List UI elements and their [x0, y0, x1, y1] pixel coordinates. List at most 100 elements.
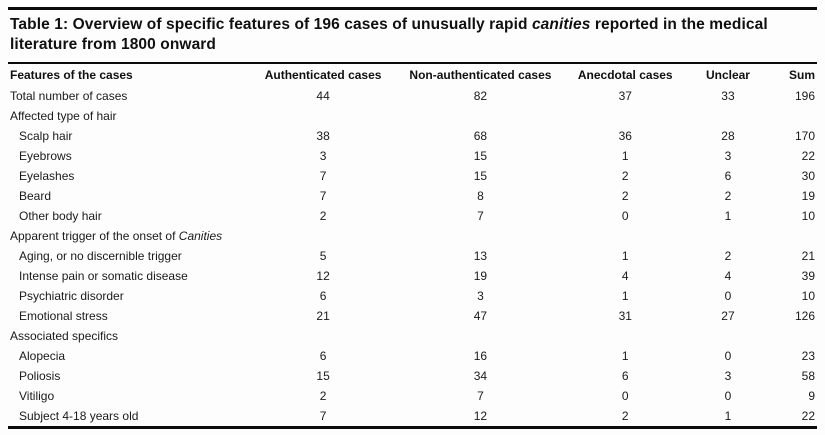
value-cell: 6: [319, 289, 327, 303]
text: Vitiligo: [19, 389, 55, 403]
feature-label: Scalp hair: [8, 126, 248, 146]
value-cell: [398, 226, 563, 246]
table-row: Alopecia 6 16 1 0 23: [8, 346, 817, 366]
value-cell: [688, 326, 769, 346]
value-cell: 3: [477, 289, 484, 303]
value-cell: 1: [621, 249, 629, 263]
value-cell: [768, 226, 817, 246]
value-cell: 37: [618, 89, 632, 103]
section-row: Affected type of hair: [8, 106, 817, 126]
value-cell: 1: [724, 409, 732, 423]
column-header: Sum: [788, 68, 815, 82]
value-cell: 1: [621, 289, 629, 303]
feature-label: Eyebrows: [8, 146, 248, 166]
value-cell: 22: [801, 409, 815, 423]
text: Other body hair: [19, 209, 102, 223]
value-cell: 44: [316, 89, 330, 103]
value-cell: 34: [473, 369, 488, 383]
value-cell: 10: [801, 209, 815, 223]
text: Beard: [19, 189, 52, 203]
table-row: Emotional stress 21 47 31 27 126: [8, 306, 817, 326]
section-row: Apparent trigger of the onset of Canitie…: [8, 226, 817, 246]
value-cell: [398, 106, 563, 126]
table-row: Total number of cases 44 82 37 33 196: [8, 86, 817, 106]
value-cell: 8: [477, 189, 484, 203]
value-cell: 82: [473, 89, 488, 103]
table-row: Scalp hair 38 68 36 28 170: [8, 126, 817, 146]
value-cell: 12: [316, 269, 330, 283]
value-cell: 7: [477, 389, 484, 403]
value-cell: 3: [724, 369, 732, 383]
value-cell: 0: [724, 349, 732, 363]
feature-label: Subject 4-18 years old: [8, 406, 248, 426]
value-cell: 126: [794, 309, 815, 323]
feature-label: Alopecia: [8, 346, 248, 366]
value-cell: [563, 106, 688, 126]
text: Apparent trigger of the onset of: [10, 229, 179, 243]
value-cell: 2: [319, 389, 327, 403]
value-cell: [768, 106, 817, 126]
value-cell: 3: [724, 149, 732, 163]
value-cell: 68: [473, 129, 488, 143]
feature-label: Emotional stress: [8, 306, 248, 326]
value-cell: 23: [801, 349, 815, 363]
feature-label: Poliosis: [8, 366, 248, 386]
value-cell: 3: [319, 149, 327, 163]
text: Intense pain or somatic disease: [19, 269, 188, 283]
value-cell: 19: [801, 189, 815, 203]
feature-label: Psychiatric disorder: [8, 286, 248, 306]
column-header: Non-authenticated cases: [409, 68, 552, 82]
table-row: Poliosis 15 34 6 3 58: [8, 366, 817, 386]
table-row: Subject 4-18 years old 7 12 2 1 22: [8, 406, 817, 426]
value-cell: 6: [319, 349, 327, 363]
text: Emotional stress: [19, 309, 108, 323]
value-cell: 9: [808, 389, 815, 403]
value-cell: [248, 326, 398, 346]
feature-label: Associated specifics: [8, 326, 248, 346]
value-cell: [768, 326, 817, 346]
table-row: Aging, or no discernible trigger 5 13 1 2 21: [8, 246, 817, 266]
value-cell: 4: [724, 269, 732, 283]
feature-label: Vitiligo: [8, 386, 248, 406]
value-cell: 30: [801, 169, 815, 183]
value-cell: 19: [473, 269, 488, 283]
column-header: Features of the cases: [10, 68, 133, 82]
value-cell: 1: [724, 209, 732, 223]
value-cell: 27: [721, 309, 735, 323]
text: Associated specifics: [10, 329, 119, 343]
value-cell: 0: [621, 209, 629, 223]
value-cell: 38: [316, 129, 330, 143]
value-cell: [398, 326, 563, 346]
text: Total number of cases: [10, 89, 128, 103]
text: Subject 4-18 years old: [19, 409, 139, 423]
value-cell: 58: [801, 369, 815, 383]
value-cell: 4: [621, 269, 629, 283]
top-rule: [8, 7, 817, 10]
value-cell: 39: [801, 269, 815, 283]
feature-label: Aging, or no discernible trigger: [8, 246, 248, 266]
feature-label: Total number of cases: [8, 86, 248, 106]
value-cell: [563, 326, 688, 346]
text: Eyelashes: [19, 169, 75, 183]
table-row: Beard 7 8 2 2 19: [8, 186, 817, 206]
value-cell: 13: [473, 249, 488, 263]
value-cell: 28: [721, 129, 735, 143]
value-cell: [248, 226, 398, 246]
value-cell: 2: [319, 209, 327, 223]
title-rule: [8, 62, 817, 64]
feature-label: Other body hair: [8, 206, 248, 226]
value-cell: [688, 106, 769, 126]
column-header: Authenticated cases: [264, 68, 382, 82]
header-row: Features of the cases Authenticated cases…: [8, 64, 817, 86]
value-cell: 7: [319, 409, 327, 423]
value-cell: 0: [621, 389, 629, 403]
text: Poliosis: [19, 369, 61, 383]
value-cell: 2: [724, 249, 732, 263]
value-cell: [563, 226, 688, 246]
table-row: Eyebrows 3 15 1 3 22: [8, 146, 817, 166]
text: Psychiatric disorder: [19, 289, 124, 303]
column-header: Anecdotal cases: [577, 68, 673, 82]
value-cell: 6: [724, 169, 732, 183]
text: Table 1: Overview of specific features o…: [10, 16, 532, 33]
text: Eyebrows: [19, 149, 72, 163]
